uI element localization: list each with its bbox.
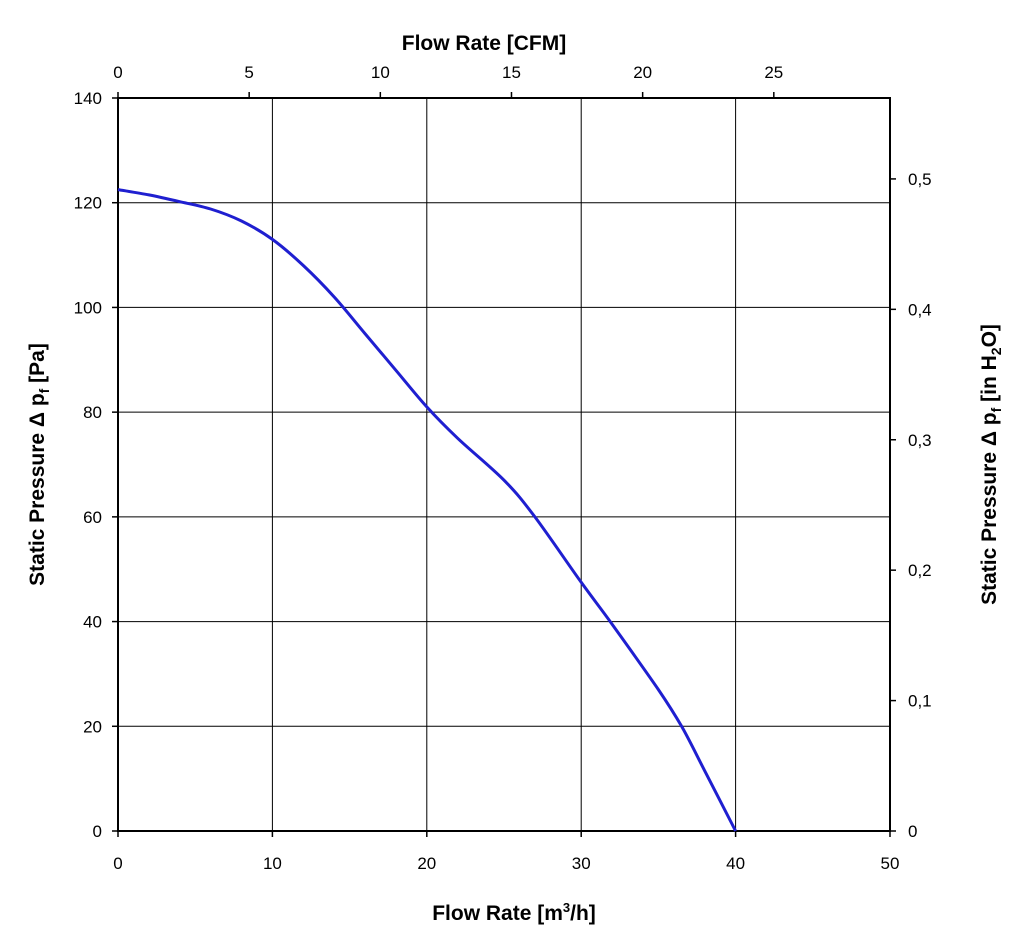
x-tick-label-top: 15 — [502, 63, 521, 82]
y-tick-label-left: 140 — [74, 89, 102, 108]
x-tick-label-top: 10 — [371, 63, 390, 82]
x-tick-label-top: 20 — [633, 63, 652, 82]
y-tick-label-left: 20 — [83, 717, 102, 736]
x-tick-label-top: 5 — [244, 63, 253, 82]
y-tick-label-right: 0,2 — [908, 561, 932, 580]
y-axis-title-right: Static Pressure Δ pf [in H2O] — [978, 324, 1004, 605]
y-tick-label-left: 40 — [83, 613, 102, 632]
plot-frame — [117, 97, 891, 832]
x-tick-label-bottom: 40 — [726, 854, 745, 873]
series-line — [117, 188, 737, 832]
ticks: 0 10 20 30 40 50 0 20 40 60 80 100 120 140 0 5 10 15 20 25 0… — [74, 63, 932, 873]
y-tick-label-right: 0 — [908, 822, 917, 841]
series-layer — [117, 188, 737, 832]
y-tick-label-right: 0,1 — [908, 692, 932, 711]
x-tick-label-bottom: 50 — [881, 854, 900, 873]
x-tick-label-top: 25 — [764, 63, 783, 82]
grid — [118, 98, 890, 831]
y-axis-title-left: Static Pressure Δ pf [Pa] — [26, 343, 52, 586]
y-tick-label-right: 0,4 — [908, 300, 932, 319]
x-axis-title-bottom: Flow Rate [m3/h] — [432, 900, 596, 925]
y-tick-label-left: 120 — [74, 194, 102, 213]
y-tick-label-left: 80 — [83, 403, 102, 422]
x-tick-label-bottom: 0 — [113, 854, 122, 873]
y-tick-label-right: 0,3 — [908, 431, 932, 450]
x-tick-label-top: 0 — [113, 63, 122, 82]
y-tick-label-left: 100 — [74, 298, 102, 317]
x-tick-label-bottom: 30 — [572, 854, 591, 873]
x-tick-label-bottom: 10 — [263, 854, 282, 873]
x-tick-label-bottom: 20 — [417, 854, 436, 873]
x-axis-title-top: Flow Rate [CFM] — [402, 32, 566, 55]
y-tick-label-left: 60 — [83, 508, 102, 527]
y-tick-label-right: 0,5 — [908, 170, 932, 189]
y-tick-label-left: 0 — [93, 822, 102, 841]
